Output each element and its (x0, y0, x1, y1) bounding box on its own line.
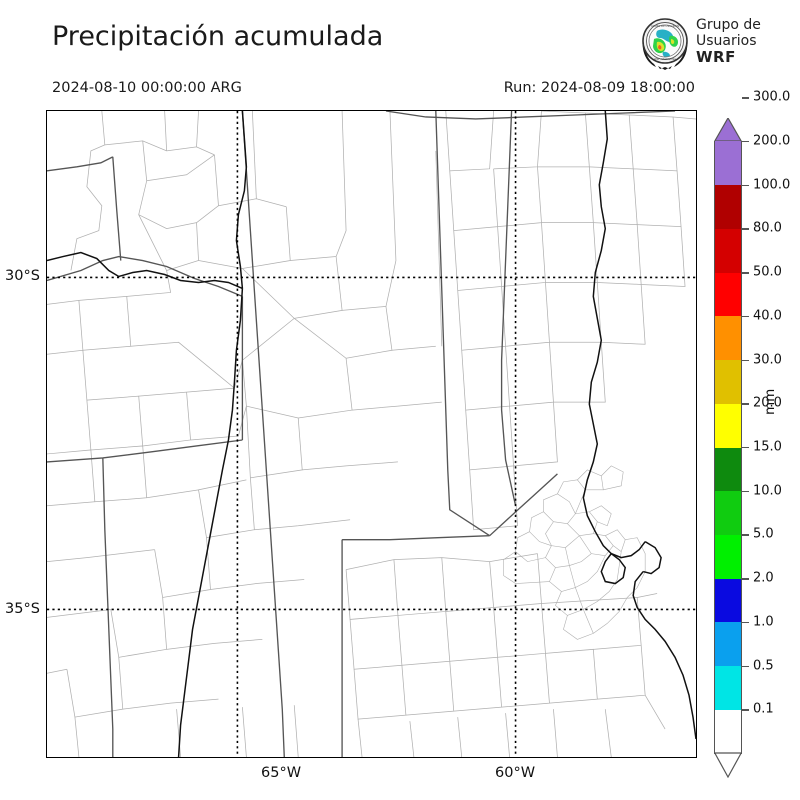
colorbar-tick (742, 665, 749, 667)
colorbar-under-arrow (714, 752, 742, 778)
colorbar-tick-label: 300.0 (753, 89, 791, 105)
colorbar-tick-label: 1.0 (753, 614, 774, 630)
colorbar-tick-label: 5.0 (753, 526, 774, 542)
graticule-lines (47, 111, 696, 757)
colorbar-tick-label: 200.0 (753, 133, 791, 149)
colorbar-units-label: mm (762, 388, 778, 415)
colorbar-tick (742, 534, 749, 536)
colorbar-tick-label: 10.0 (753, 483, 782, 499)
logo: GRUPO DE USUARIOS WRF ARGENTINA Grupo de… (637, 13, 797, 75)
colorbar-band (714, 447, 742, 492)
colorbar-segments (714, 141, 742, 754)
colorbar-tick-label: 15.0 (753, 439, 782, 455)
department-boundaries (47, 111, 443, 757)
map-canvas[interactable] (46, 110, 697, 758)
colorbar-tick (742, 141, 749, 143)
colorbar-band (714, 665, 742, 710)
colorbar-tick (742, 359, 749, 361)
colorbar-tick-label: 20.0 (753, 395, 782, 411)
buenos-aires-departments (345, 553, 666, 757)
colorbar-tick-label: 0.1 (753, 701, 774, 717)
logo-line-3: WRF (696, 48, 736, 66)
colorbar-band (714, 403, 742, 448)
page-title: Precipitación acumulada (52, 21, 384, 52)
colorbar-tick-label: 0.5 (753, 658, 774, 674)
coastline-and-international-border (47, 111, 696, 757)
colorbar-tick (742, 490, 749, 493)
colorbar-tick (742, 184, 749, 187)
axis-label-lon-60W: 60°W (495, 765, 536, 781)
province-boundaries (47, 111, 676, 757)
colorbar-band (714, 228, 742, 273)
colorbar-tick (742, 447, 749, 449)
colorbar-tick-label: 100.0 (753, 177, 791, 193)
colorbar: 0.1 0.5 1.0 2.0 5.0 10.0 15.0 20.0 30.0 40.0 50.0 8… (710, 90, 800, 778)
colorbar-band (714, 141, 742, 186)
colorbar-tick-label: 40.0 (753, 308, 782, 324)
colorbar-band (714, 184, 742, 230)
wrf-user-group-seal-icon: GRUPO DE USUARIOS WRF ARGENTINA (642, 18, 688, 70)
colorbar-tick (742, 621, 749, 624)
colorbar-band (714, 490, 742, 536)
colorbar-tick (742, 403, 749, 405)
colorbar-tick-label: 2.0 (753, 570, 774, 586)
colorbar-band (714, 272, 742, 317)
colorbar-tick (742, 709, 749, 711)
model-run-label: Run: 2024-08-09 18:00:00 (503, 80, 695, 96)
svg-text:WRF ARGENTINA: WRF ARGENTINA (654, 57, 676, 61)
colorbar-band (714, 621, 742, 667)
colorbar-tick (742, 228, 749, 230)
colorbar-band (714, 315, 742, 361)
logo-text: Grupo de Usuarios WRF (696, 17, 796, 65)
colorbar-over-arrow (714, 118, 742, 142)
colorbar-band (714, 578, 742, 623)
colorbar-tick (742, 578, 749, 580)
colorbar-tick (742, 315, 749, 318)
gran-buenos-aires-districts (503, 465, 646, 640)
axis-label-lat-30S: 30°S (5, 268, 40, 284)
axis-label-lon-65W: 65°W (261, 765, 302, 781)
colorbar-band (714, 534, 742, 579)
axis-label-lat-35S: 35°S (5, 601, 40, 617)
colorbar-tick-label: 50.0 (753, 264, 782, 280)
colorbar-tick (742, 97, 749, 99)
valid-time-label: 2024-08-10 00:00:00 ARG (52, 80, 242, 96)
map-basemap (47, 111, 696, 757)
colorbar-band (714, 709, 742, 754)
svg-text:GRUPO DE USUARIOS: GRUPO DE USUARIOS (651, 24, 679, 28)
colorbar-tick (742, 272, 749, 274)
logo-line-2: Usuarios (696, 33, 757, 49)
colorbar-tick-label: 30.0 (753, 352, 782, 368)
colorbar-tick-label: 80.0 (753, 220, 782, 236)
colorbar-band (714, 359, 742, 404)
logo-line-1: Grupo de (696, 17, 761, 33)
